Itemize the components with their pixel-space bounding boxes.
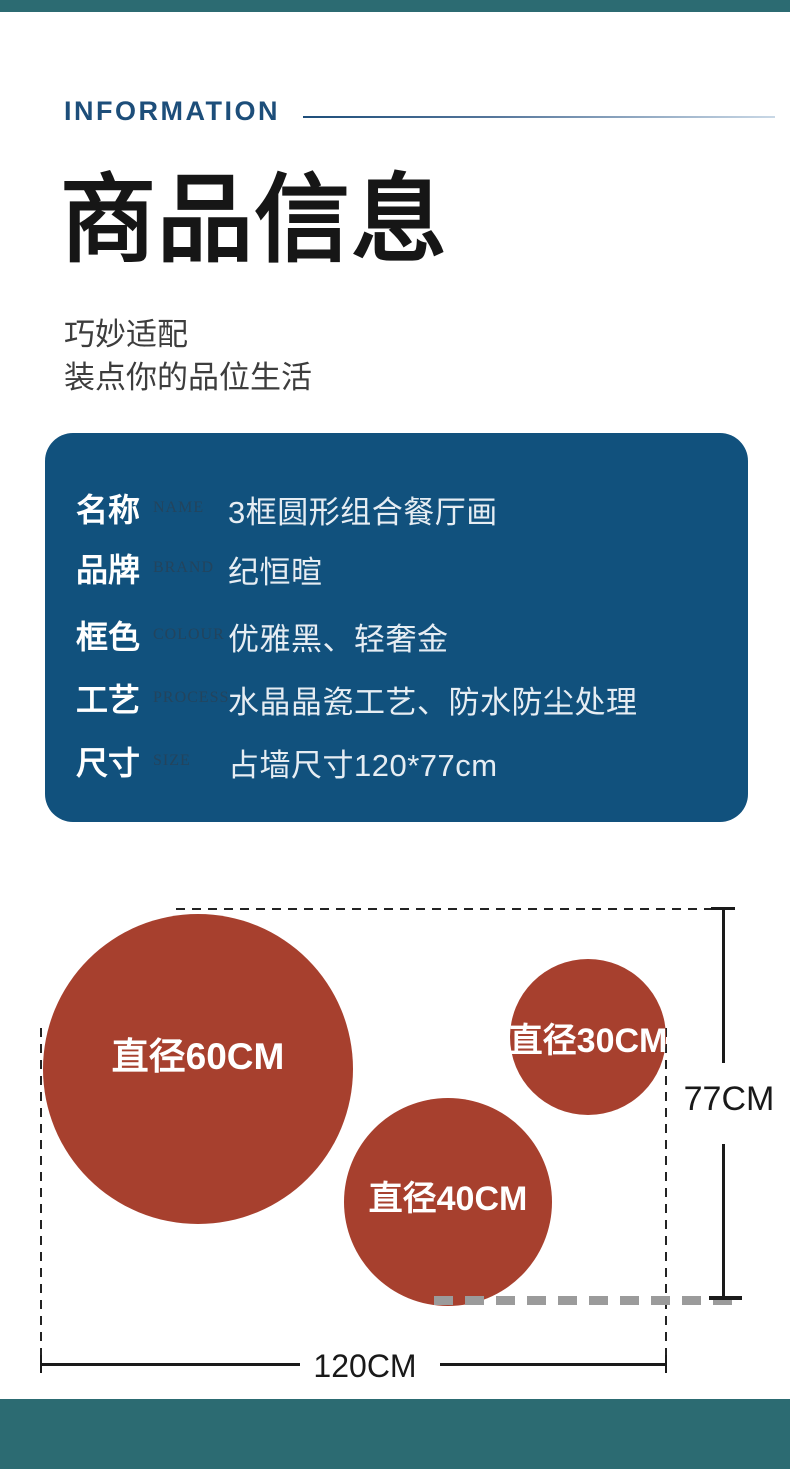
subtitle-line-2: 装点你的品位生活: [64, 360, 312, 395]
width-dim-line-left: [42, 1363, 300, 1366]
bottom-brand-bar: [0, 1399, 790, 1469]
spec-label-en: BRAND: [153, 559, 215, 576]
subtitle-line-1: 巧妙适配: [64, 317, 188, 352]
spec-label: 尺寸: [76, 745, 141, 781]
spec-row-size: 尺寸 SIZE 占墙尺寸120*77cm: [45, 738, 748, 783]
height-dim-bottom-cap: [709, 1296, 742, 1300]
circle-40cm: 直径40CM: [344, 1098, 552, 1306]
spec-label-en: PROCESS: [153, 689, 230, 706]
spec-value: 3框圆形组合餐厅画: [228, 495, 498, 530]
spec-label-en: NAME: [153, 499, 205, 516]
spec-label: 名称: [76, 492, 141, 528]
spec-label-en: SIZE: [153, 752, 191, 769]
page-title: 商品信息: [60, 167, 448, 274]
spec-value: 水晶晶瓷工艺、防水防尘处理: [228, 685, 638, 720]
height-dim-line-lower: [722, 1144, 725, 1299]
top-brand-bar: [0, 0, 790, 12]
spec-row-brand: 品牌 BRAND 纪恒暄: [45, 545, 748, 590]
spec-card: 名称 NAME 3框圆形组合餐厅画 品牌 BRAND 纪恒暄 框色 COLOUR…: [45, 433, 748, 822]
spec-label: 框色: [76, 619, 141, 655]
width-dim-right-tick: [665, 1355, 667, 1373]
diagram-right-dashed-line: [665, 1028, 667, 1371]
circle-30cm: 直径30CM: [508, 959, 668, 1115]
height-dim-line-upper: [722, 907, 725, 1063]
spec-label-en: COLOUR: [153, 626, 225, 643]
spec-value: 纪恒暄: [228, 555, 323, 590]
width-dim-line-right: [440, 1363, 667, 1366]
section-eyebrow: INFORMATION: [64, 96, 280, 126]
spec-row-process: 工艺 PROCESS 水晶晶瓷工艺、防水防尘处理: [45, 675, 748, 720]
eyebrow-divider-line: [303, 116, 775, 118]
wall-bottom-dashed-line: [434, 1296, 742, 1305]
diagram-top-dashed-line: [176, 908, 724, 910]
circle-60cm: 直径60CM: [43, 914, 353, 1224]
spec-label: 品牌: [76, 552, 141, 588]
spec-value: 优雅黑、轻奢金: [228, 622, 449, 657]
spec-row-name: 名称 NAME 3框圆形组合餐厅画: [45, 485, 748, 530]
height-dim-label: 77CM: [683, 1080, 775, 1118]
width-dim-label: 120CM: [313, 1348, 417, 1384]
spec-value: 占墙尺寸120*77cm: [228, 748, 498, 783]
circle-40cm-label: 直径40CM: [368, 1179, 528, 1218]
spec-row-colour: 框色 COLOUR 优雅黑、轻奢金: [45, 612, 748, 657]
circle-30cm-label: 直径30CM: [508, 1021, 668, 1060]
spec-label: 工艺: [76, 682, 141, 718]
width-dim-left-tick: [40, 1355, 42, 1373]
circle-60cm-label: 直径60CM: [111, 1036, 285, 1077]
diagram-left-dashed-line: [40, 1028, 42, 1371]
